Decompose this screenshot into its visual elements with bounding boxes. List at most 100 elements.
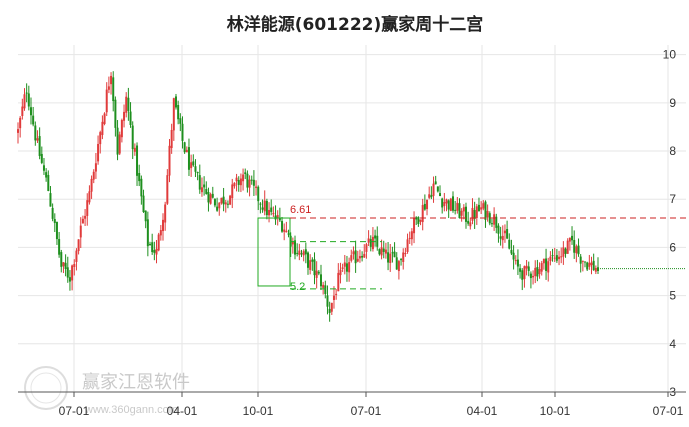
candle-body [185, 149, 188, 153]
candle-body [123, 111, 126, 121]
upper-level-label: 6.61 [290, 204, 311, 216]
candle-body [133, 147, 136, 152]
candle-body [25, 92, 28, 94]
candle-body [36, 138, 39, 141]
levels: 6.61 5.2 [257, 204, 686, 293]
candle-body [300, 253, 303, 255]
candle-body [594, 267, 597, 272]
candle-body [233, 182, 236, 187]
candle-body [140, 178, 143, 197]
candle-body [447, 200, 450, 210]
candle-body [477, 204, 480, 212]
candle-body [328, 308, 331, 313]
candle-body [278, 217, 281, 221]
candle-body [276, 215, 279, 218]
candle-body [77, 239, 80, 252]
y-tick-label: 7 [669, 192, 676, 206]
candle-body [374, 235, 377, 239]
candle-body [590, 262, 593, 266]
range-box [257, 217, 291, 287]
candle-body [560, 256, 563, 258]
candle-body [86, 200, 89, 216]
candle-body [555, 255, 558, 261]
watermark: 赢家江恩软件 www.360gann.com [24, 366, 190, 416]
candle-body [27, 93, 30, 107]
candle-body [508, 239, 511, 249]
watermark-text: 赢家江恩软件 [82, 371, 190, 393]
candle-body [29, 107, 32, 116]
candle-body [51, 207, 54, 219]
candle-body [110, 75, 113, 85]
chart-title: 林洋能源(601222)赢家周十二宫 [227, 14, 484, 35]
candle-body [209, 194, 212, 204]
candle-body [127, 97, 130, 111]
candle-body [164, 204, 167, 223]
candle-body [153, 249, 156, 253]
candle-body [365, 244, 368, 252]
lower-level-label: 5.2 [290, 281, 305, 293]
candle-body [348, 262, 351, 273]
candle-body [545, 258, 548, 271]
candle-body [525, 265, 528, 269]
candle-body [488, 213, 491, 224]
candle-body [519, 268, 522, 272]
candle-body [469, 222, 472, 227]
candle-body [402, 252, 405, 262]
candle-body [549, 256, 552, 262]
candle-body [527, 266, 530, 271]
candle-body [332, 295, 335, 301]
candle-body [270, 207, 273, 212]
candle-body [68, 277, 71, 282]
candle-body [285, 230, 288, 233]
candle-body [53, 219, 56, 224]
candle-body [142, 195, 145, 213]
candle-body [200, 187, 203, 193]
candle-body [475, 206, 478, 218]
candle-body [579, 256, 582, 264]
candle-body [408, 237, 411, 239]
candle-body [406, 239, 409, 252]
candle-body [192, 161, 195, 166]
candle-body [384, 249, 387, 254]
candle-body [592, 260, 595, 271]
candle-body [499, 236, 502, 239]
candle-body [335, 293, 338, 295]
candle-body [586, 262, 589, 270]
candle-body [211, 193, 214, 198]
candle-body [551, 255, 554, 257]
candle-body [434, 181, 437, 185]
candle-body [486, 210, 489, 218]
candle-body [345, 263, 348, 272]
candle-body [261, 207, 264, 210]
candle-body [99, 132, 102, 145]
y-tick-label: 9 [669, 96, 676, 110]
candle-body [94, 163, 97, 172]
candle-body [350, 255, 353, 261]
candle-body [363, 253, 366, 258]
candle-body [413, 217, 416, 234]
candle-body [343, 262, 346, 267]
candle-body [73, 264, 76, 267]
y-tick-label: 4 [669, 337, 676, 351]
candle-body [64, 262, 67, 270]
candle-body [389, 253, 392, 264]
candle-body [103, 113, 106, 124]
candle-body [542, 258, 545, 264]
candle-body [454, 209, 457, 211]
candle-body [428, 194, 431, 198]
candle-body [116, 127, 119, 155]
candle-body [194, 166, 197, 172]
candle-body [235, 177, 238, 182]
candle-body [326, 295, 329, 307]
candle-body [136, 145, 139, 176]
candle-body [107, 86, 110, 90]
watermark-logo [24, 366, 68, 410]
candle-body [473, 209, 476, 219]
candle-body [120, 119, 123, 138]
candle-body [547, 261, 550, 273]
candle-body [597, 267, 599, 271]
candle-body [255, 186, 258, 188]
candle-body [248, 179, 251, 188]
candle-body [330, 302, 333, 312]
candle-body [205, 189, 208, 195]
